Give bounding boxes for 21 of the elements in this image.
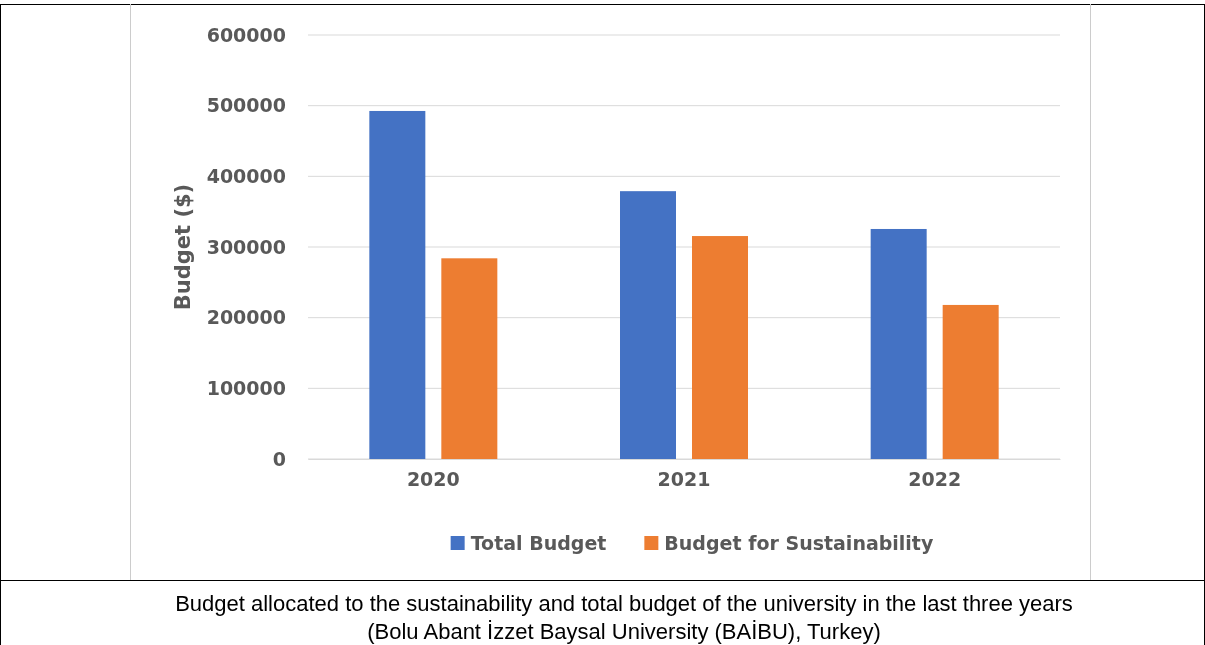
bar (870, 228, 927, 459)
legend-label: Budget for Sustainability (664, 532, 934, 554)
y-tick-label: 400000 (206, 164, 286, 187)
bar (441, 258, 498, 459)
y-tick-label: 300000 (206, 235, 286, 258)
text: Budget allocated to the sustainability and total budget of the university in the last three years (175, 591, 1073, 616)
x-tick-label: 2020 (406, 468, 460, 491)
bar (692, 236, 748, 459)
bar (620, 191, 676, 459)
y-tick-label: 500000 (206, 94, 286, 117)
legend-label: Total Budget (470, 532, 607, 554)
y-tick-label: 200000 (206, 306, 286, 329)
y-tick-label: 0 (272, 447, 286, 470)
y-tick-label: 100000 (206, 376, 286, 399)
x-tick-label: 2021 (657, 468, 711, 491)
x-tick-label: 2022 (908, 468, 962, 491)
y-tick-label: 600000 (206, 23, 286, 46)
y-axis-title: Budget ($) (171, 183, 195, 311)
bar (369, 110, 426, 459)
text: (Bolu Abant İzzet Baysal University (BAİBU), Turkey) (367, 619, 881, 644)
bar (942, 304, 999, 459)
